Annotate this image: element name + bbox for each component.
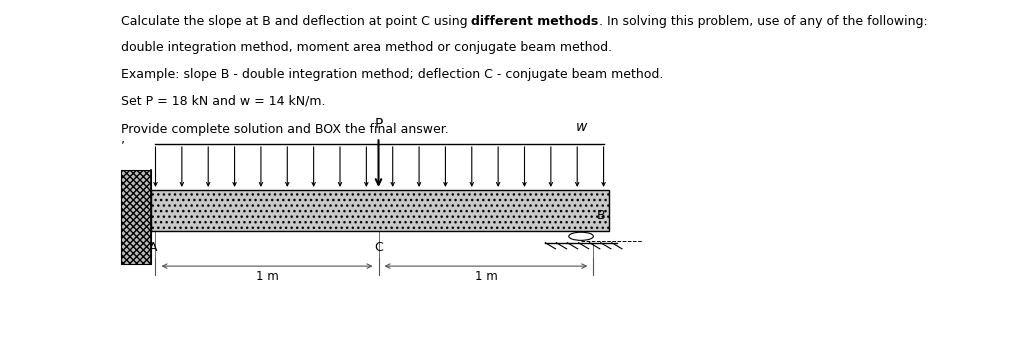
Text: B: B — [596, 209, 605, 222]
Circle shape — [569, 232, 593, 240]
Text: . In solving this problem, use of any of the following:: . In solving this problem, use of any of… — [598, 15, 927, 28]
Text: A: A — [149, 241, 158, 254]
Text: Example: slope B - double integration method; deflection C - conjugate beam meth: Example: slope B - double integration me… — [121, 68, 663, 81]
Text: P: P — [374, 117, 383, 131]
Text: Set P = 18 kN and w = 14 kN/m.: Set P = 18 kN and w = 14 kN/m. — [121, 94, 325, 107]
Text: C: C — [374, 241, 383, 254]
Text: different methods: different methods — [472, 15, 598, 28]
Text: Provide complete solution and BOX the final answer.: Provide complete solution and BOX the fi… — [121, 123, 448, 136]
Text: ’: ’ — [121, 139, 125, 152]
Text: double integration method, moment area method or conjugate beam method.: double integration method, moment area m… — [121, 41, 612, 54]
Text: Calculate the slope at B and deflection at point C using: Calculate the slope at B and deflection … — [121, 15, 472, 28]
Text: w: w — [576, 120, 587, 134]
Text: 1 m: 1 m — [475, 270, 497, 282]
Bar — [151, 190, 609, 231]
Bar — [121, 170, 151, 264]
Text: 1 m: 1 m — [256, 270, 278, 282]
